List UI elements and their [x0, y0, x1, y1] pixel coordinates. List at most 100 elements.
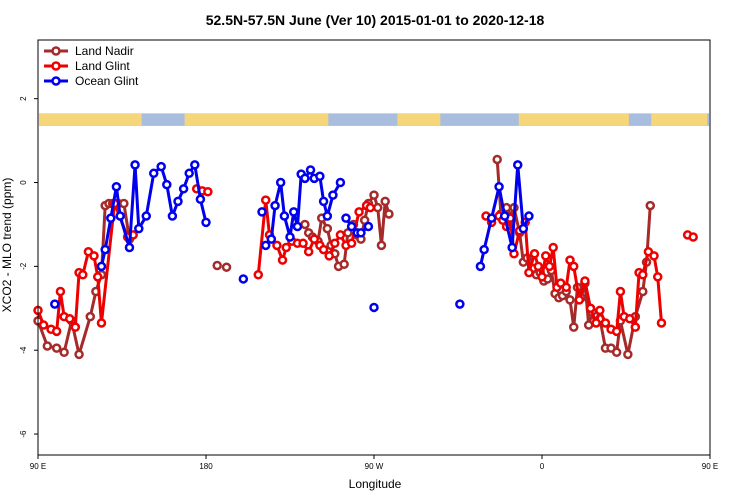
land-mask-band	[39, 113, 709, 126]
data-point	[356, 228, 366, 238]
data-point	[638, 286, 648, 297]
data-point	[524, 211, 534, 221]
x-tick-label: 0	[540, 462, 545, 471]
data-point	[611, 347, 622, 358]
data-point	[279, 211, 290, 221]
data-point	[544, 261, 555, 272]
data-point	[141, 211, 152, 221]
data-point	[341, 213, 351, 223]
data-point	[288, 207, 299, 217]
data-point	[100, 244, 110, 255]
data-point	[318, 244, 329, 255]
data-point	[328, 190, 338, 200]
data-point	[309, 234, 320, 244]
data-point	[479, 244, 489, 255]
y-tick-label: 2	[19, 96, 28, 101]
data-point	[649, 251, 659, 261]
data-point	[512, 160, 523, 170]
data-point	[346, 238, 357, 249]
data-point	[574, 295, 585, 305]
y-tick-label: -4	[19, 346, 28, 354]
data-point	[303, 246, 314, 257]
legend-swatch-marker	[51, 76, 61, 86]
data-point	[270, 200, 280, 211]
data-point	[260, 195, 271, 205]
plot-frame	[37, 39, 711, 456]
data-point	[257, 207, 267, 217]
data-point	[130, 160, 140, 170]
data-point	[42, 341, 53, 351]
data-point	[346, 221, 357, 232]
data-point	[315, 171, 325, 181]
data-point	[623, 349, 633, 360]
data-point	[119, 198, 129, 209]
data-point	[281, 242, 292, 253]
data-point	[178, 184, 189, 194]
data-point	[624, 314, 635, 324]
x-axis-label: Longitude	[349, 477, 402, 491]
y-tick-label: 0	[19, 180, 28, 185]
data-point	[354, 207, 364, 217]
data-point	[630, 322, 641, 332]
data-point	[583, 320, 594, 330]
data-point	[50, 299, 60, 309]
data-point	[585, 303, 596, 314]
data-point	[115, 211, 125, 221]
data-point	[652, 272, 663, 282]
data-point	[540, 251, 551, 261]
data-point	[292, 221, 303, 232]
data-point	[369, 190, 379, 200]
series-layer	[33, 154, 698, 360]
data-point	[548, 242, 558, 253]
data-point	[272, 240, 282, 251]
data-point	[201, 217, 211, 228]
data-point	[173, 196, 183, 207]
legend-swatch-marker	[51, 61, 61, 71]
series-ocean-glint	[50, 160, 534, 313]
data-point	[384, 209, 394, 219]
data-point	[372, 202, 383, 213]
data-point	[96, 318, 107, 328]
data-point	[339, 259, 349, 270]
data-point	[529, 249, 540, 259]
data-point	[106, 213, 116, 223]
data-point	[322, 211, 333, 221]
data-point	[580, 276, 590, 286]
data-point	[51, 326, 62, 337]
data-point	[507, 242, 517, 253]
data-point	[376, 240, 387, 251]
data-point	[64, 314, 75, 324]
data-point	[524, 267, 534, 278]
data-point	[591, 318, 601, 328]
data-point	[195, 194, 206, 205]
data-point	[92, 272, 103, 282]
data-point	[51, 343, 62, 353]
data-point	[203, 186, 213, 197]
data-point	[298, 238, 308, 249]
data-point	[260, 240, 271, 251]
data-point	[494, 181, 504, 192]
data-point	[111, 181, 122, 192]
data-point	[565, 295, 575, 305]
data-point	[318, 196, 329, 207]
y-tick-label: -6	[19, 430, 28, 438]
data-point	[148, 168, 159, 179]
data-point	[59, 347, 69, 358]
data-point	[568, 261, 579, 272]
data-point	[221, 262, 232, 272]
data-point	[322, 223, 333, 234]
data-point	[369, 302, 379, 313]
land-mask-land	[39, 113, 708, 126]
data-point	[305, 165, 316, 175]
data-point	[595, 305, 605, 316]
data-point	[89, 251, 99, 261]
series-land-glint	[33, 184, 698, 337]
data-point	[656, 318, 667, 328]
legend-label: Ocean Glint	[75, 74, 139, 88]
data-point	[78, 269, 88, 280]
data-point	[568, 322, 579, 332]
data-point	[518, 223, 529, 234]
data-point	[537, 272, 547, 282]
y-axis-label: XCO2 - MLO trend (ppm)	[0, 178, 14, 313]
